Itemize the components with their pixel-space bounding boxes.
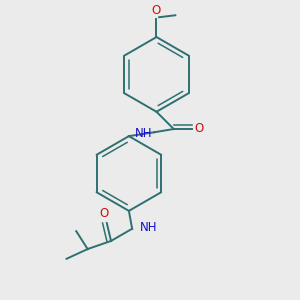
Text: O: O [100,208,109,220]
Text: O: O [194,122,203,135]
Text: NH: NH [140,220,158,234]
Text: NH: NH [135,127,153,140]
Text: O: O [152,4,161,16]
